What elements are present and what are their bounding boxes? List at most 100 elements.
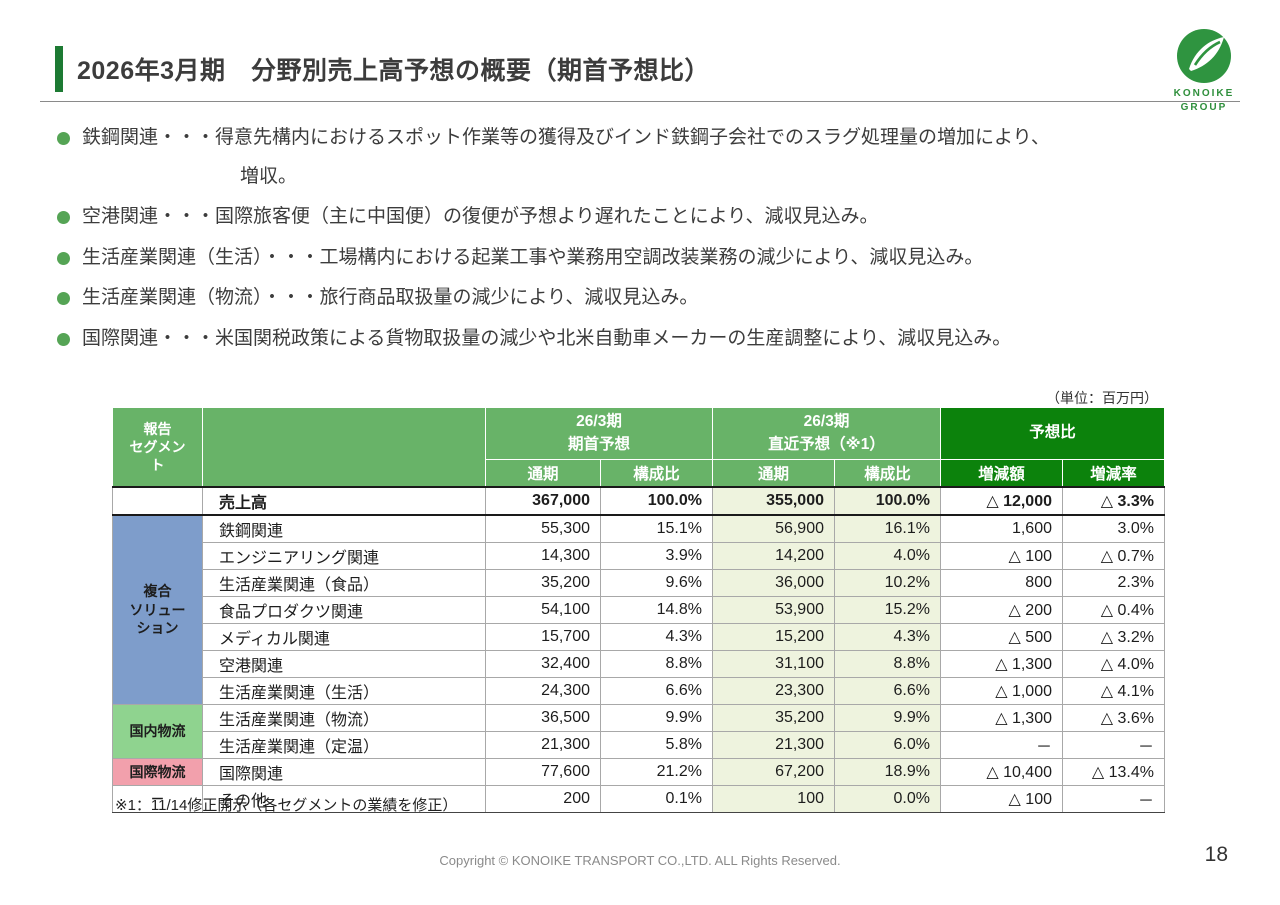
value-cell: 21.2% [600,758,713,786]
row-label: 生活産業関連（定温） [202,731,486,759]
table-row: 複合 ソリュー ション 鉄鋼関連 55,300 15.1% 56,900 16.1% 1,6… [112,514,1165,705]
bullet-dot-icon [57,292,70,305]
header-blank [202,407,486,488]
value-cell: － [940,731,1063,759]
bullet-item: 生活産業関連（物流）・・・旅行商品取扱量の減少により、減収見込み。 [57,284,1263,313]
segment-cell: 国際物流 [112,758,203,786]
value-cell: 14,200 [712,542,835,570]
bullet-line: 鉄鋼関連・・・得意先構内におけるスポット作業等の獲得及びインド鉄鋼子会社でのスラ… [82,127,1050,148]
header-group-line: 期首予想 [567,435,630,453]
value-cell: 55,300 [485,514,601,543]
table-body: 売上高 367,000 100.0% 355,000 100.0% △ 12,000 △ 3… [112,486,1165,813]
header-group-line: 26/3期 [576,413,622,431]
row-label: 鉄鋼関連 [202,514,486,543]
value-cell: △ 12,000 [940,486,1063,516]
header-group-row: 報告 セグメン ト 26/3期 期首予想 26/3期 直近予想（※1） 予想比 [112,407,1165,488]
bullet-dot-icon [57,211,70,224]
value-cell: △ 3.3% [1062,486,1165,516]
value-cell: 15,200 [712,623,835,651]
value-cell: 9.9% [834,704,941,732]
row-label: その他 [202,785,486,813]
bullet-dot-icon [57,251,70,265]
value-cell: △ 100 [940,785,1063,813]
header-group-initial-forecast: 26/3期 期首予想 [485,407,713,460]
value-cell: 6.0% [834,731,941,759]
value-cell: 367,000 [485,486,601,516]
header-group-line: 直近予想（※1） [768,435,885,453]
row-label: 売上高 [202,486,486,516]
value-cell: 0.1% [600,785,713,813]
table-row: 食品プロダクツ関連 54,100 14.8% 53,900 15.2% △ 200 △ 0.… [113,596,1165,624]
bullet-text: 空港関連・・・国際旅客便（主に中国便）の復便が予想より遅れたことにより、減収見込… [82,203,1263,232]
unit-note: （単位：百万円） [1046,390,1158,406]
row-label: エンジニアリング関連 [202,542,486,570]
value-cell: 200 [485,785,601,813]
value-cell: 15.2% [834,596,941,624]
bullet-dot-icon [57,332,70,346]
title-block: 2026年3月期 分野別売上高予想の概要（期首予想比） [55,46,710,92]
bullet-text: 鉄鋼関連・・・得意先構内におけるスポット作業等の獲得及びインド鉄鋼子会社でのスラ… [82,124,1263,191]
total-row: 売上高 367,000 100.0% 355,000 100.0% △ 12,000 △ 3… [112,486,1165,516]
header-sub-row: 通期 構成比 通期 構成比 増減額 増減率 [113,459,1165,488]
bullet-line: 生活産業関連（生活）・・・工場構内における起業工事や業務用空調改装業務の減少によ… [82,246,984,268]
value-cell: △ 1,300 [940,650,1063,678]
leaf-logo-icon [1177,29,1231,83]
forecast-table-wrap: 報告 セグメン ト 26/3期 期首予想 26/3期 直近予想（※1） 予想比 … [112,407,1165,813]
row-label: 生活産業関連（食品） [202,569,486,597]
bullet-text: 生活産業関連（生活）・・・工場構内における起業工事や業務用空調改装業務の減少によ… [82,244,1263,273]
subheader-fullyear: 通期 [712,459,835,488]
value-cell: 100 [712,785,835,813]
value-cell: － [1062,731,1165,759]
row-label: 空港関連 [202,650,486,678]
value-cell: 54,100 [485,596,601,624]
value-cell: △ 1,300 [940,704,1063,732]
value-cell: △ 4.0% [1062,650,1165,678]
segment-cell: － [112,785,203,813]
value-cell: 9.9% [600,704,713,732]
bullet-item: 国際関連・・・米国関税政策による貨物取扱量の減少や北米自動車メーカーの生産調整に… [57,325,1263,354]
bullet-dot-icon [57,132,70,145]
value-cell: 8.8% [834,650,941,678]
konoike-group-logo: KONOIKE GROUP [1158,28,1250,115]
value-cell: 14.8% [600,596,713,624]
page-title: 2026年3月期 分野別売上高予想の概要（期首予想比） [77,57,711,85]
row-label: 国際関連 [202,758,486,786]
footnote: ※1：11/14修正開示（各セグメントの業績を修正） [115,797,458,814]
bullet-line: 空港関連・・・国際旅客便（主に中国便）の復便が予想より遅れたことにより、減収見込… [82,206,879,227]
segment-cell: 複合 ソリュー ション [112,514,203,705]
value-cell: 6.6% [834,677,941,705]
value-cell: 21,300 [485,731,601,759]
value-cell: 35,200 [485,569,601,597]
table-row: 国際物流 国際関連 77,600 21.2% 67,200 18.9% △ 10,400 △ … [112,758,1165,786]
value-cell: 355,000 [712,486,835,516]
page-number: 18 [1204,843,1228,866]
title-accent-bar [55,46,63,92]
value-cell: 10.2% [834,569,941,597]
row-label: メディカル関連 [202,623,486,651]
value-cell: △ 4.1% [1062,677,1165,705]
header-group-line: 26/3期 [803,413,850,431]
value-cell: 23,300 [712,677,835,705]
table-row: －その他 200 0.1% 100 0.0% △ 100 － [112,785,1165,813]
subheader-composition: 構成比 [600,459,713,488]
value-cell: 67,200 [712,758,835,786]
subheader-composition: 構成比 [834,459,941,488]
subheader-change-amount: 増減額 [940,459,1063,488]
bullet-item: 鉄鋼関連・・・得意先構内におけるスポット作業等の獲得及びインド鉄鋼子会社でのスラ… [57,124,1263,191]
value-cell: 24,300 [485,677,601,705]
row-label: 食品プロダクツ関連 [202,596,486,624]
value-cell: △ 100 [940,542,1063,570]
bullet-item: 生活産業関連（生活）・・・工場構内における起業工事や業務用空調改装業務の減少によ… [57,244,1263,273]
value-cell: 36,500 [485,704,601,732]
value-cell: 2.3% [1062,569,1165,597]
logo-line2: GROUP [1180,102,1228,113]
header-segment: 報告 セグメン ト [112,407,203,488]
bullet-line: 増収。 [240,165,298,187]
value-cell: △ 3.6% [1062,704,1165,732]
table-row: 生活産業関連（食品） 35,200 9.6% 36,000 10.2% 800 2.3% [113,569,1165,597]
bullet-text: 国際関連・・・米国関税政策による貨物取扱量の減少や北米自動車メーカーの生産調整に… [82,325,1263,354]
value-cell: △ 500 [940,623,1063,651]
value-cell: 4.0% [834,542,941,570]
value-cell: 36,000 [712,569,835,597]
